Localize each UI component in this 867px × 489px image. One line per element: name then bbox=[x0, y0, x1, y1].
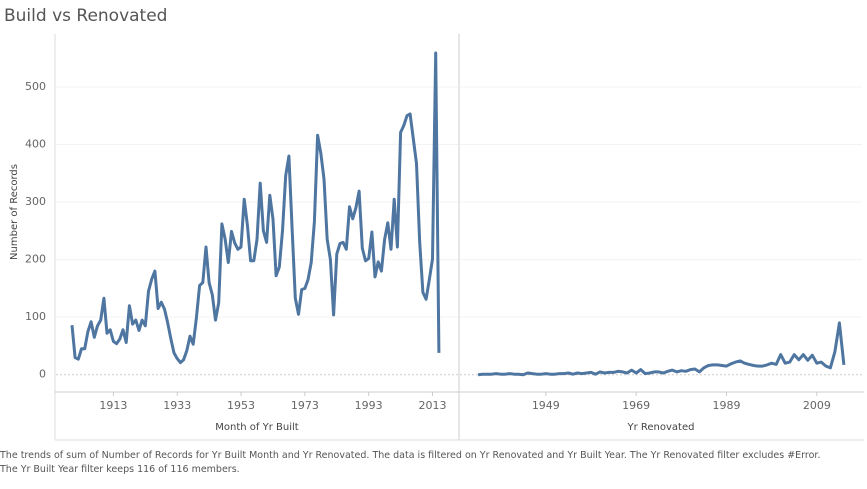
caption: The Yr Built Year filter keeps 116 of 11… bbox=[0, 464, 240, 475]
y-axis-label: Number of Records bbox=[9, 164, 20, 260]
y-tick-label: 300 bbox=[25, 195, 46, 208]
data-line bbox=[477, 321, 846, 377]
x-tick-label: 1933 bbox=[163, 399, 191, 412]
x-tick-label: 1969 bbox=[622, 399, 650, 412]
y-tick-label: 500 bbox=[25, 80, 46, 93]
x-axis-label: Yr Renovated bbox=[627, 422, 695, 433]
y-tick-label: 0 bbox=[39, 368, 46, 381]
x-tick-label: 1953 bbox=[227, 399, 255, 412]
x-tick-label: 1973 bbox=[291, 399, 319, 412]
chart-title: Build vs Renovated bbox=[4, 6, 167, 26]
x-tick-label: 2013 bbox=[418, 399, 446, 412]
y-tick-label: 200 bbox=[25, 253, 46, 266]
x-axis-label: Month of Yr Built bbox=[215, 422, 298, 433]
data-line bbox=[70, 51, 441, 365]
y-tick-label: 400 bbox=[25, 138, 46, 151]
x-tick-label: 1913 bbox=[99, 399, 127, 412]
x-tick-label: 2009 bbox=[803, 399, 831, 412]
x-tick-label: 1993 bbox=[355, 399, 383, 412]
x-tick-label: 1989 bbox=[712, 399, 740, 412]
x-tick-label: 1949 bbox=[532, 399, 560, 412]
y-tick-label: 100 bbox=[25, 310, 46, 323]
caption: The trends of sum of Number of Records f… bbox=[0, 450, 820, 461]
